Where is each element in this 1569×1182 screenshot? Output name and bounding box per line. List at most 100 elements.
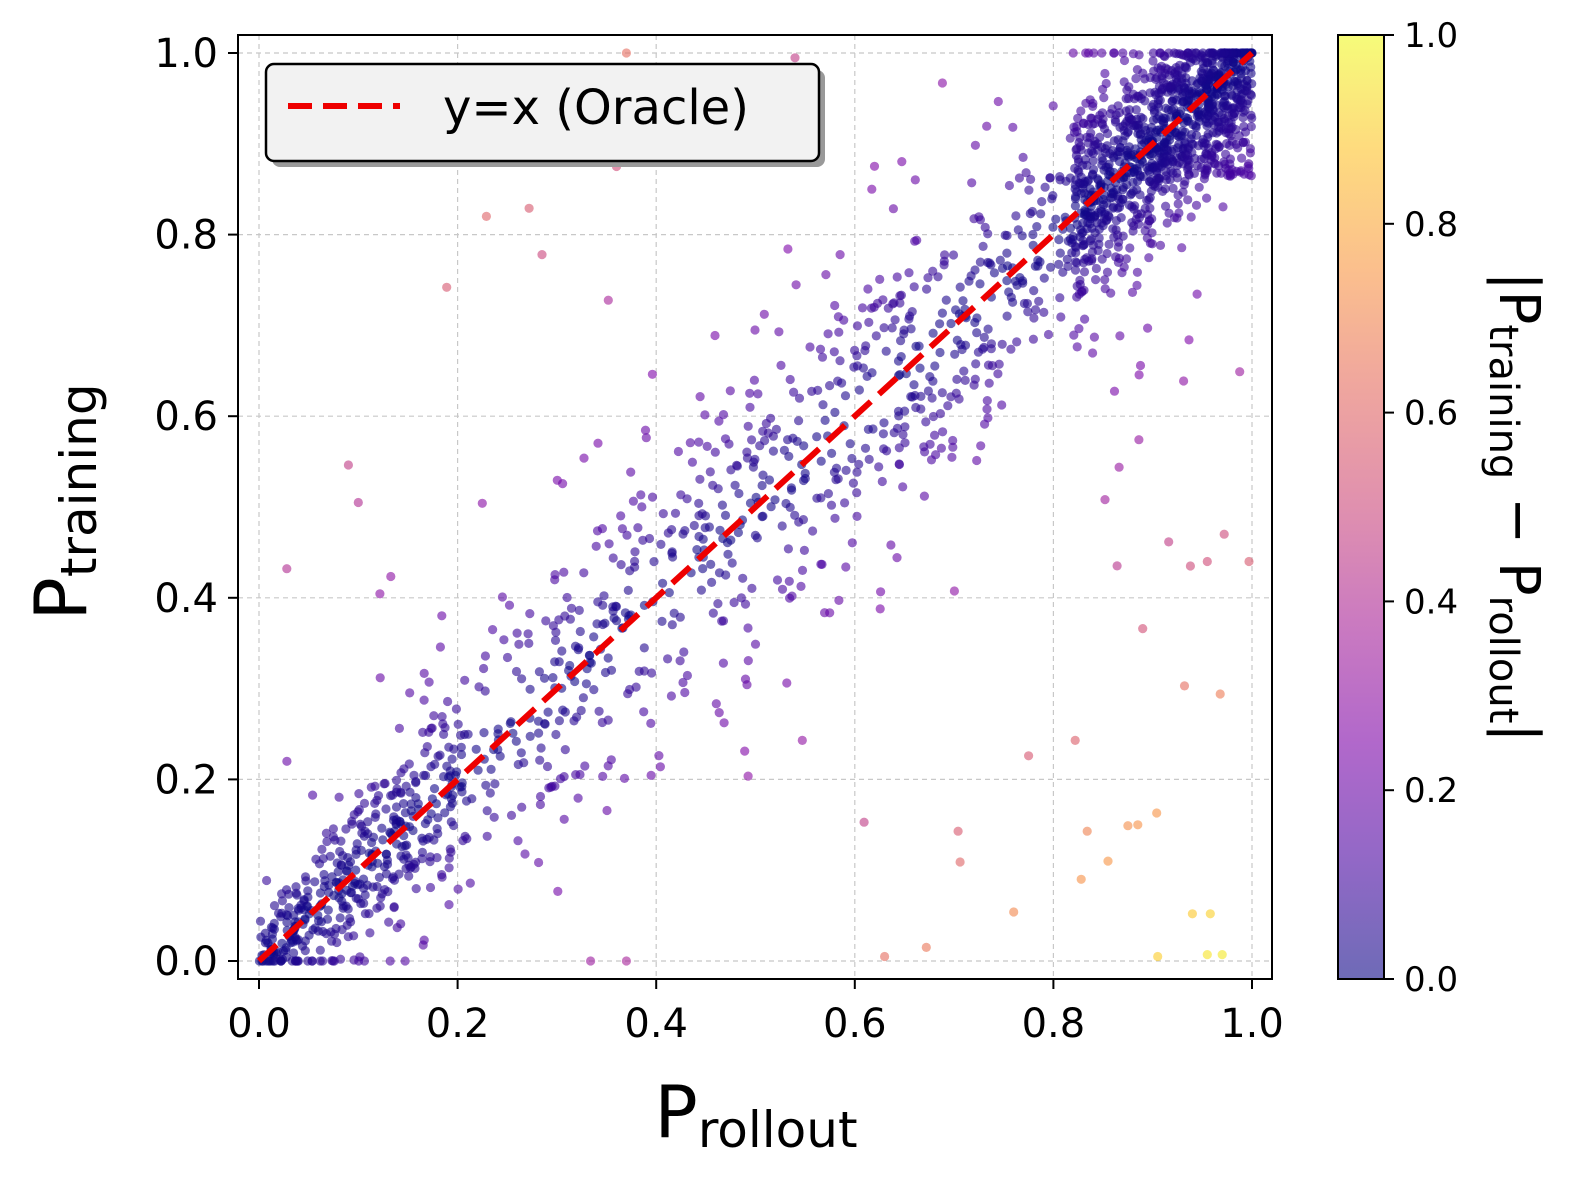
scatter-point — [725, 386, 735, 396]
scatter-point — [1036, 209, 1046, 219]
scatter-point — [852, 467, 862, 477]
scatter-point — [955, 282, 965, 292]
scatter-point — [602, 805, 612, 816]
scatter-point — [440, 808, 450, 818]
scatter-point — [1179, 681, 1190, 691]
scatter-point — [1189, 168, 1199, 178]
scatter-point — [752, 533, 762, 543]
scatter-point — [714, 416, 724, 426]
scatter-point — [910, 175, 920, 185]
scatter-point — [1102, 198, 1112, 208]
scatter-point — [766, 502, 776, 512]
scatter-point — [482, 831, 492, 841]
scatter-point — [1102, 267, 1113, 277]
scatter-point — [1043, 329, 1054, 340]
scatter-point — [904, 268, 914, 278]
scatter-point — [1245, 148, 1255, 158]
x-tick-label: 0.0 — [227, 1001, 291, 1047]
scatter-point — [447, 754, 457, 764]
scatter-point — [433, 813, 443, 823]
scatter-point — [787, 591, 797, 601]
scatter-point — [879, 323, 889, 333]
scatter-point — [444, 863, 454, 873]
scatter-point — [576, 705, 586, 716]
scatter-point — [772, 575, 783, 585]
colorbar-tick-label: 0.2 — [1404, 771, 1458, 811]
scatter-point — [591, 541, 601, 551]
scatter-point — [535, 755, 545, 765]
scatter-point — [608, 553, 618, 563]
scatter-point — [349, 931, 359, 941]
scatter-point — [1054, 259, 1064, 269]
scatter-point — [489, 812, 499, 822]
scatter-point — [941, 295, 951, 305]
scatter-point — [817, 352, 828, 362]
scatter-point — [359, 798, 370, 809]
scatter-point — [456, 730, 466, 740]
scatter-point — [1161, 103, 1171, 113]
scatter-point — [719, 718, 729, 728]
scatter-point — [747, 435, 757, 445]
scatter-point — [794, 416, 804, 426]
scatter-point — [535, 791, 546, 802]
scatter-point — [667, 620, 677, 630]
scatter-point — [789, 387, 799, 397]
scatter-point — [1048, 222, 1058, 232]
scatter-point — [639, 643, 649, 653]
colorbar-tick-label: 0.8 — [1404, 205, 1458, 245]
scatter-point — [1121, 94, 1131, 104]
scatter-point — [871, 331, 881, 341]
scatter-point — [750, 454, 760, 464]
scatter-point — [1178, 187, 1188, 197]
scatter-point — [1072, 292, 1082, 302]
scatter-point — [1186, 212, 1196, 222]
scatter-point — [1012, 337, 1022, 347]
scatter-point — [717, 500, 728, 510]
scatter-point — [790, 510, 800, 520]
scatter-point — [318, 854, 328, 864]
scatter-point — [419, 668, 429, 679]
scatter-point — [1198, 48, 1208, 58]
scatter-point — [639, 707, 649, 717]
scatter-point — [900, 438, 910, 448]
scatter-point — [734, 488, 744, 499]
scatter-point — [849, 362, 859, 372]
scatter-point — [783, 435, 793, 445]
scatter-point — [847, 453, 857, 464]
scatter-point — [947, 452, 957, 462]
y-tick-label: 0.4 — [154, 576, 218, 622]
scatter-point — [1144, 253, 1154, 263]
scatter-point — [256, 932, 266, 942]
scatter-point — [1055, 172, 1065, 182]
scatter-point — [710, 330, 720, 341]
colorbar-tick-label: 0.0 — [1404, 960, 1458, 1000]
colorbar-title-post: | — [1486, 723, 1551, 742]
scatter-point — [935, 347, 945, 358]
scatter-point — [1024, 185, 1034, 195]
scatter-point — [378, 835, 388, 845]
scatter-point — [341, 824, 351, 834]
colorbar-tick-label: 0.4 — [1404, 582, 1458, 622]
scatter-point — [1088, 156, 1098, 166]
scatter-point — [845, 439, 855, 449]
scatter-point — [1148, 56, 1158, 66]
scatter-point — [575, 626, 585, 637]
scatter-point — [875, 604, 885, 614]
scatter-point — [798, 515, 809, 525]
scatter-point — [453, 884, 463, 894]
scatter-point — [1114, 202, 1125, 212]
scatter-point — [473, 765, 483, 775]
scatter-point — [506, 717, 516, 727]
scatter-point — [517, 674, 527, 684]
scatter-point — [1240, 137, 1250, 147]
scatter-point — [384, 917, 394, 927]
scatter-point — [936, 443, 947, 453]
scatter-point — [453, 719, 463, 729]
scatter-point — [569, 716, 579, 726]
scatter-point — [1086, 113, 1096, 123]
scatter-point — [758, 426, 768, 436]
scatter-point — [442, 761, 452, 771]
scatter-point — [1233, 143, 1243, 153]
scatter-point — [816, 456, 826, 466]
scatter-point — [834, 595, 844, 606]
